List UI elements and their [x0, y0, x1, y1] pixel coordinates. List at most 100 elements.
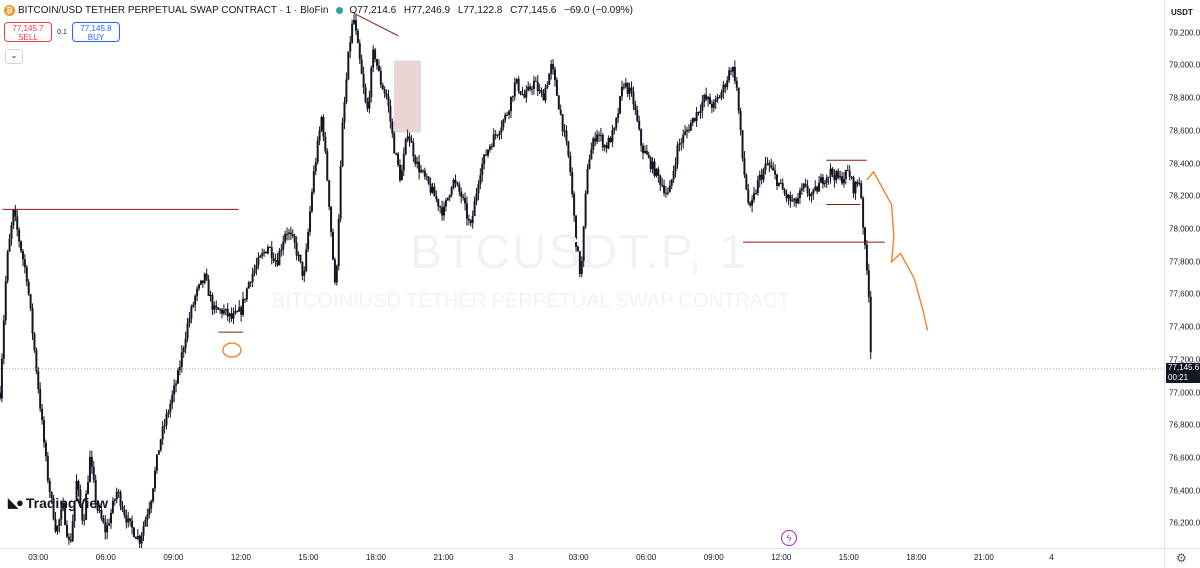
candle-body — [492, 134, 495, 147]
candle-body — [159, 439, 162, 451]
candle-body — [324, 136, 327, 152]
gear-icon[interactable]: ⚙ — [1176, 551, 1187, 565]
candle-body — [552, 63, 555, 70]
symbol-title[interactable]: BITCOIN/USD TETHER PERPETUAL SWAP CONTRA… — [18, 5, 329, 16]
candle-body — [255, 264, 258, 270]
candle-body — [701, 101, 704, 111]
candle-body — [414, 156, 417, 164]
candle-body — [594, 138, 597, 142]
sell-button[interactable]: 77,145.7 SELL — [4, 22, 52, 42]
candle-body — [858, 183, 861, 185]
candle-body — [634, 104, 637, 111]
candle-body — [309, 211, 312, 232]
candle-body — [869, 296, 872, 353]
candle-body — [360, 59, 363, 74]
watermark-description: BITCOIN/USD TETHER PERPETUAL SWAP CONTRA… — [272, 290, 790, 312]
candle-body — [762, 169, 765, 180]
candle-body — [199, 280, 202, 285]
candle-body — [312, 171, 315, 193]
candle-body — [458, 184, 461, 192]
candle-body — [611, 130, 614, 143]
candle-body — [132, 527, 135, 537]
buy-label: BUY — [87, 33, 105, 42]
chart-area[interactable]: BTCUSDT.P, 1 BITCOIN/USD TETHER PERPETUA… — [0, 0, 1164, 548]
candle-body — [374, 49, 377, 60]
candle-body — [844, 170, 847, 179]
candle-body — [333, 259, 336, 283]
candle-body — [94, 479, 97, 502]
candle-body — [276, 260, 279, 266]
candle-body — [812, 190, 815, 194]
candle-body — [389, 105, 392, 122]
candle-body — [119, 492, 122, 507]
last-price-tag: 77,145.6 00:21 — [1166, 362, 1200, 383]
candle-body — [379, 70, 382, 85]
candle-body — [20, 241, 23, 252]
candle-body — [249, 281, 252, 283]
candle-body — [488, 146, 491, 150]
candle-body — [431, 186, 434, 193]
chart-settings-corner[interactable]: ⚙ — [1164, 548, 1200, 568]
candle-body — [144, 519, 147, 527]
candle-body — [544, 87, 547, 101]
candle-body — [207, 279, 210, 296]
price-axis[interactable]: USDT 79,200.0 79,000.0 78,800.0 78,600.0 78,… — [1164, 0, 1200, 548]
candle-body — [291, 234, 294, 237]
candle-body — [586, 168, 589, 194]
candle-body — [67, 536, 70, 540]
candle-body — [243, 298, 246, 300]
candle-body — [607, 138, 610, 149]
candle-body — [751, 199, 754, 206]
candle-body — [169, 403, 172, 413]
candle-body — [684, 131, 687, 135]
candle-body — [597, 134, 600, 136]
time-tick-label: 09:00 — [163, 553, 184, 562]
candle-body — [29, 294, 32, 309]
candle-body — [150, 501, 153, 509]
symbol-header[interactable]: ₿ BITCOIN/USD TETHER PERPETUAL SWAP CONT… — [4, 5, 638, 16]
candle-body — [584, 193, 587, 227]
candle-body — [23, 259, 26, 268]
candle-body — [674, 164, 677, 171]
candle-body — [743, 158, 746, 175]
candle-body — [372, 49, 375, 68]
collapse-panel-button[interactable]: ⌄ — [5, 49, 23, 64]
candle-body — [511, 96, 514, 98]
time-axis[interactable]: 03:00 06:00 09:00 12:00 15:00 18:00 21:00 3 03:0… — [0, 548, 1164, 568]
candle-body — [96, 501, 99, 511]
candle-body — [83, 519, 86, 521]
currency-label[interactable]: USDT — [1171, 8, 1193, 17]
tradingview-logo[interactable]: ◣● TradingView — [8, 495, 108, 511]
buy-button[interactable]: 77,145.8 BUY — [72, 22, 120, 42]
candle-body — [305, 249, 308, 271]
candle-body — [678, 143, 681, 146]
candle-body — [722, 84, 725, 93]
candle-body — [303, 270, 306, 276]
candle-body — [286, 233, 289, 235]
lightning-icon[interactable]: ϟ — [781, 530, 797, 546]
candle-body — [561, 114, 564, 132]
candle-body — [117, 491, 120, 493]
bitcoin-coin-icon: ₿ — [4, 5, 15, 16]
candle-body — [848, 170, 851, 177]
candle-body — [506, 114, 509, 116]
candle-body — [760, 174, 763, 180]
candle-body — [171, 394, 174, 404]
price-tick-label: 77,400.0 — [1169, 322, 1200, 332]
candle-body — [146, 514, 149, 520]
candle-body — [504, 114, 507, 120]
candle-body — [565, 130, 568, 142]
candle-body — [370, 67, 373, 98]
candle-body — [148, 508, 151, 515]
candle-body — [410, 140, 413, 143]
candle-body — [100, 510, 103, 519]
candle-body — [381, 84, 384, 90]
candle-body — [358, 43, 361, 60]
candle-body — [779, 182, 782, 184]
candle-body — [423, 170, 426, 177]
candle-body — [196, 288, 199, 296]
candle-body — [819, 177, 822, 183]
candle-body — [261, 253, 264, 256]
candle-body — [349, 42, 352, 52]
price-chart[interactable] — [0, 0, 1164, 548]
